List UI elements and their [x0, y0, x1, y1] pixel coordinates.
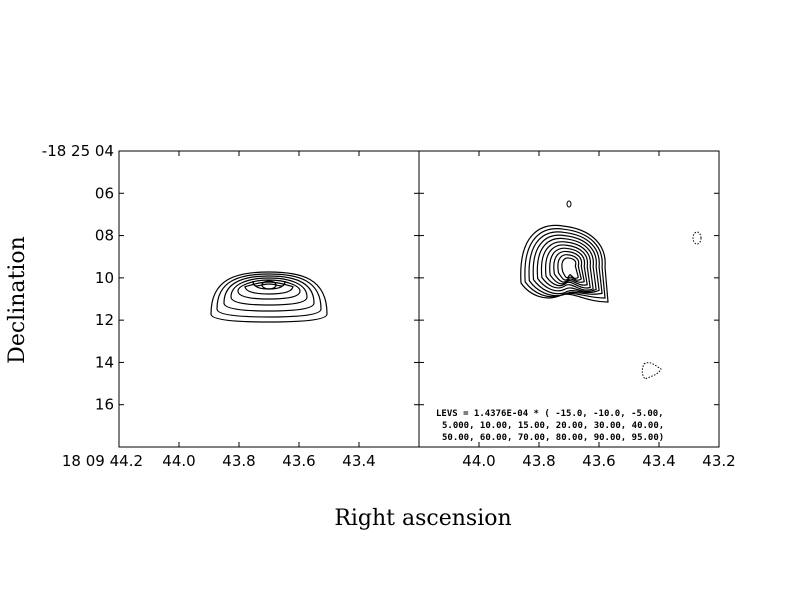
contour-line — [557, 254, 582, 281]
levs-line: 50.00, 60.00, 70.00, 80.00, 90.00, 95.00… — [442, 433, 664, 443]
contour-line — [244, 281, 294, 295]
contour-line — [261, 280, 277, 290]
x-tick-label: 43.6 — [282, 452, 315, 470]
negative-contour-line — [641, 362, 662, 380]
contour-line — [210, 271, 328, 323]
x-tick-label: 44.0 — [462, 452, 495, 470]
contour-line — [536, 237, 597, 293]
x-tick-label: 43.8 — [522, 452, 555, 470]
left-panel: -18 25 04 06 08 10 12 14 16 18 09 44.2 44.0 43.8 4… — [42, 142, 420, 470]
left-contour-set — [210, 271, 328, 323]
y-tick-label: 08 — [95, 227, 114, 245]
contour-line — [528, 231, 603, 297]
x-tick-label: 43.8 — [222, 452, 255, 470]
contour-line — [549, 247, 588, 286]
y-axis-title: Declination — [5, 236, 30, 364]
negative-contour-line — [692, 231, 702, 245]
x-tick-label: 44.0 — [162, 452, 195, 470]
x-tick-label: 43.4 — [342, 452, 375, 470]
right-panel: 44.0 43.8 43.6 43.4 43.2 LEVS = 1.4376E-04 *… — [418, 150, 736, 470]
y-tick-label: 12 — [95, 311, 114, 329]
x-tick-label: 43.2 — [702, 452, 735, 470]
levs-line: 5.000, 10.00, 15.00, 20.00, 30.00, 40.00… — [442, 421, 664, 431]
x-tick-label: 18 09 44.2 — [62, 452, 143, 470]
y-tick-label: 10 — [95, 269, 114, 287]
contour-line — [545, 244, 591, 289]
contour-line — [540, 241, 594, 291]
contour-line — [561, 257, 579, 279]
contour-line — [532, 234, 600, 295]
contour-line — [237, 279, 301, 300]
right-contour-set — [520, 200, 702, 380]
right-panel-frame — [418, 150, 720, 448]
contour-line — [566, 200, 572, 208]
y-tick-label: 16 — [95, 396, 114, 414]
contour-levels-note: LEVS = 1.4376E-04 * ( -15.0, -10.0, -5.0… — [436, 409, 664, 443]
contour-line — [524, 228, 606, 299]
contour-line — [216, 273, 322, 318]
y-tick-label: 06 — [95, 184, 114, 202]
y-tick-label: 14 — [95, 353, 114, 371]
x-tick-label: 43.4 — [642, 452, 675, 470]
contour-line — [223, 275, 315, 312]
levs-line: LEVS = 1.4376E-04 * ( -15.0, -10.0, -5.0… — [436, 409, 664, 419]
contour-line — [230, 277, 308, 306]
contour-line — [553, 250, 585, 283]
y-tick-label: -18 25 04 — [42, 142, 114, 160]
x-axis-title: Right ascension — [334, 506, 511, 531]
contour-line — [520, 224, 609, 303]
x-tick-label: 43.6 — [582, 452, 615, 470]
